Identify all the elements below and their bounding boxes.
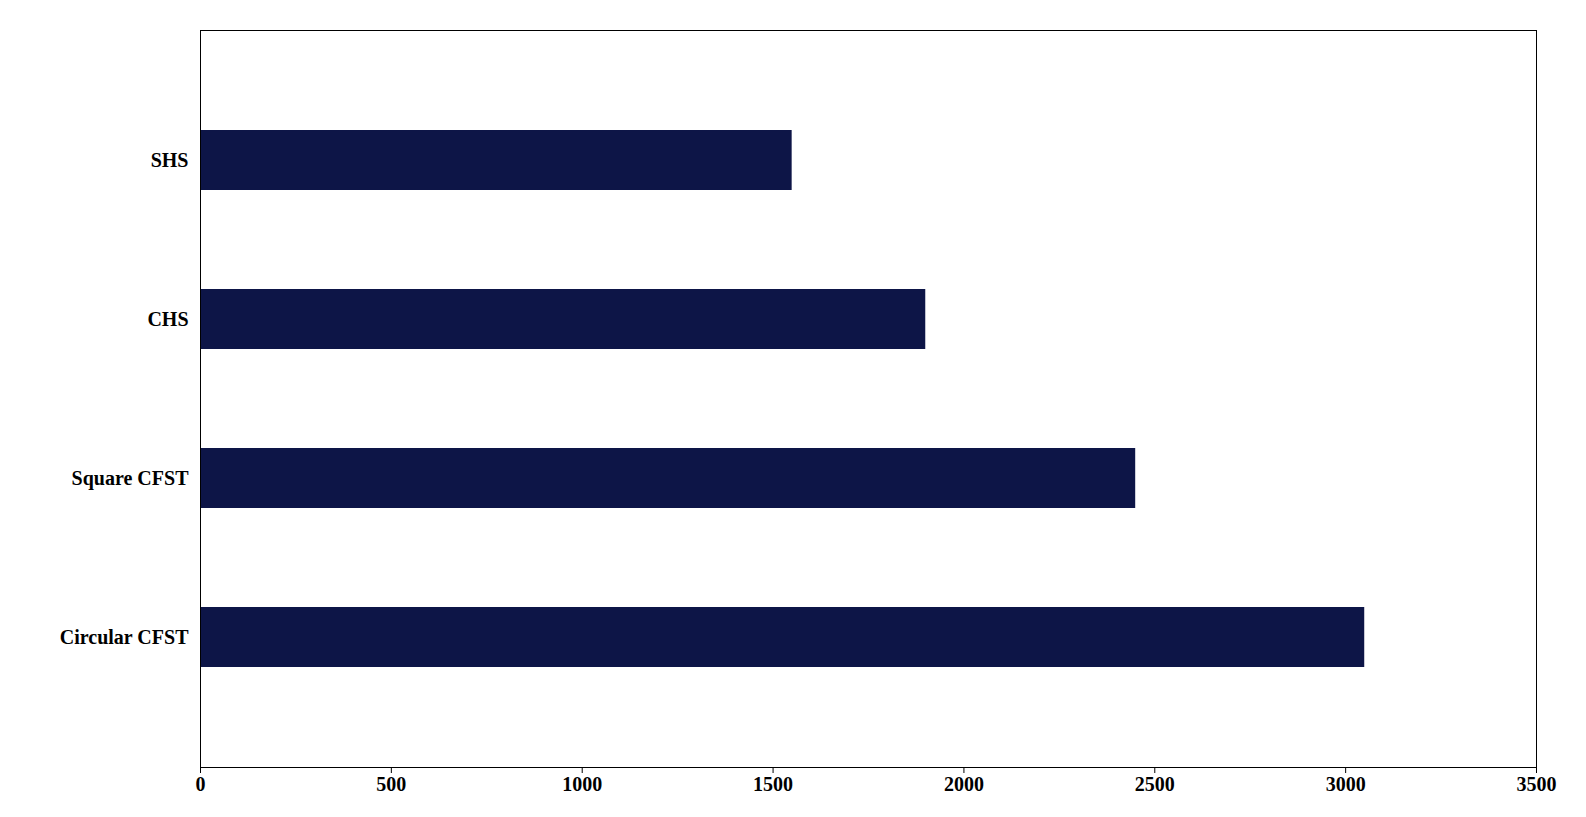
svg-text:Square CFST: Square CFST — [72, 467, 190, 490]
svg-text:3500: 3500 — [1517, 773, 1557, 795]
svg-text:CHS: CHS — [147, 308, 188, 330]
svg-text:0: 0 — [196, 773, 206, 795]
svg-text:2500: 2500 — [1135, 773, 1175, 795]
svg-text:1500: 1500 — [753, 773, 793, 795]
svg-text:3000: 3000 — [1326, 773, 1366, 795]
svg-text:500: 500 — [376, 773, 406, 795]
svg-text:SHS: SHS — [151, 149, 189, 171]
svg-text:Circular CFST: Circular CFST — [60, 626, 189, 648]
svg-text:2000: 2000 — [944, 773, 984, 795]
svg-text:1000: 1000 — [562, 773, 602, 795]
